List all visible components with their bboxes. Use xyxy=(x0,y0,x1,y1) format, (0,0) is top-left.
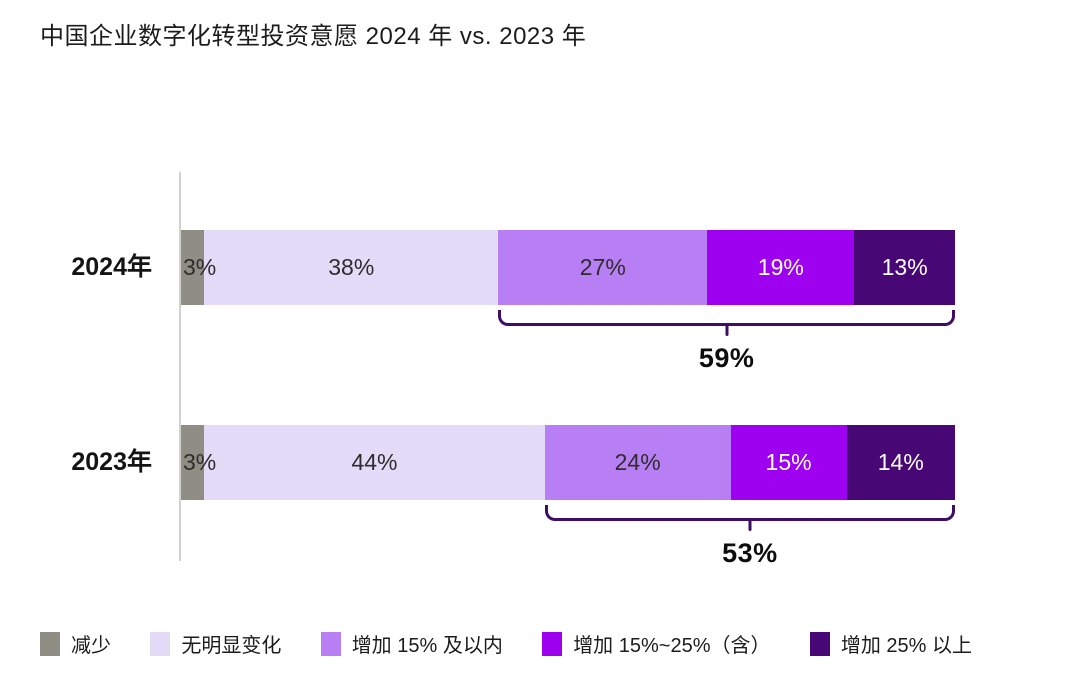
legend-swatch-3 xyxy=(320,631,341,656)
legend-label: 减少 xyxy=(71,635,111,657)
stacked-bar-2023: 3% 44% 24% 15% 14% xyxy=(181,425,955,500)
bar-segment-value: 27% xyxy=(579,254,626,280)
bar-segment-2023年-3: 24% xyxy=(544,425,731,500)
bar-segment-2023年-2: 44% xyxy=(204,425,545,500)
sum-label-2024: 59% xyxy=(698,343,755,373)
bar-segment-value: 24% xyxy=(614,449,661,475)
bar-segment-2024年-2: 38% xyxy=(204,230,499,305)
bar-segment-value: 38% xyxy=(328,254,375,280)
bar-segment-value: 15% xyxy=(765,449,812,475)
legend-swatch-2 xyxy=(150,631,171,656)
bar-segment-value: 3% xyxy=(183,254,217,280)
legend-label: 增加 25% 以上 xyxy=(840,635,972,657)
sum-brace-2023 xyxy=(544,505,955,521)
category-label-2023: 2023年 xyxy=(71,448,152,476)
legend-item-4: 增加 15%~25%（含） xyxy=(542,629,770,658)
bar-segment-2024年-4: 19% xyxy=(707,230,855,305)
legend-swatch-1 xyxy=(40,631,60,656)
bar-segment-2023年-1: 3% xyxy=(181,425,216,500)
legend-label: 无明显变化 xyxy=(181,635,282,657)
legend-label: 增加 15%~25%（含） xyxy=(573,635,771,657)
bar-segment-value: 44% xyxy=(351,449,398,475)
stacked-bar-2024: 3% 38% 27% 19% 13% xyxy=(181,230,955,305)
legend-item-2: 无明显变化 xyxy=(150,629,281,658)
sum-label-2023: 53% xyxy=(722,538,778,568)
legend: 减少 无明显变化 增加 15% 及以内 增加 15%~25%（含） 增加 25% 以上 xyxy=(40,629,972,658)
legend-label: 增加 15% 及以内 xyxy=(351,635,503,657)
legend-item-5: 增加 25% 以上 xyxy=(809,629,972,658)
y-axis-line xyxy=(179,172,181,561)
legend-swatch-5 xyxy=(809,631,830,656)
category-label-2024: 2024年 xyxy=(71,253,152,281)
bar-segment-2024年-5: 13% xyxy=(854,230,955,305)
bar-segment-2023年-4: 15% xyxy=(730,425,847,500)
bar-segment-2024年-3: 27% xyxy=(498,230,708,305)
legend-swatch-4 xyxy=(542,631,563,656)
bar-segment-value: 13% xyxy=(881,254,928,280)
sum-brace-2024 xyxy=(498,310,955,326)
bar-segment-value: 14% xyxy=(877,449,924,475)
legend-item-3: 增加 15% 及以内 xyxy=(320,629,503,658)
bar-segment-value: 19% xyxy=(757,254,804,280)
bar-segment-value: 3% xyxy=(183,449,217,475)
bar-segment-2024年-1: 3% xyxy=(181,230,216,305)
chart-title: 中国企业数字化转型投资意愿 2024 年 vs. 2023 年 xyxy=(40,23,587,50)
legend-item-1: 减少 xyxy=(40,629,111,658)
bar-segment-2023年-5: 14% xyxy=(846,425,955,500)
